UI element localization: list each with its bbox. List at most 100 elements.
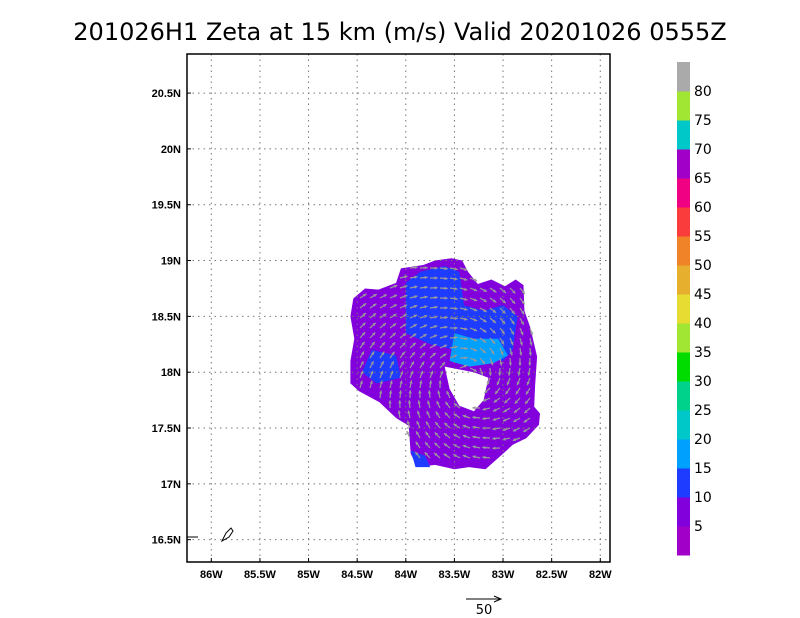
wind-vector [409, 351, 416, 359]
wind-vector [529, 327, 533, 336]
wind-vector [482, 416, 491, 421]
wind-vector [388, 390, 393, 399]
wind-speed-region [444, 366, 489, 412]
wind-vector [409, 380, 413, 389]
wind-vector [439, 361, 446, 369]
wind-vector [369, 322, 377, 329]
wind-vector [369, 293, 377, 299]
y-tick-label: 17N [161, 479, 181, 491]
y-tick-label: 19N [161, 256, 181, 268]
wind-vector [409, 342, 417, 349]
wind-vector [429, 286, 438, 290]
colorbar-label: 50 [694, 258, 712, 274]
wind-vector [435, 411, 441, 419]
wind-vector [498, 367, 502, 376]
colorbar-label: 15 [694, 461, 712, 477]
wind-vector [409, 275, 418, 279]
wind-vector [469, 367, 478, 373]
wind-vector [430, 276, 438, 280]
wind-vector [419, 380, 423, 389]
wind-vector [399, 351, 406, 359]
wind-vector [489, 337, 496, 345]
wind-vector [453, 413, 461, 419]
wind-vector [519, 317, 525, 326]
wind-vector [359, 322, 366, 329]
wind-vector [449, 354, 458, 359]
wind-vector [503, 397, 511, 404]
wind-vector [424, 441, 431, 449]
wind-vector [453, 423, 461, 429]
wind-vector [509, 347, 513, 356]
wind-vector [439, 316, 448, 320]
colorbar-label: 25 [694, 403, 712, 419]
wind-vector [409, 323, 418, 329]
wind-vector [489, 357, 494, 366]
wind-vector [379, 351, 385, 359]
wind-vector [408, 390, 412, 399]
wind-vector [502, 417, 511, 422]
x-tick-label: 82W [589, 569, 612, 581]
wind-vector [399, 275, 408, 279]
wind-vector [359, 331, 366, 339]
wind-speed-region [405, 266, 518, 361]
wind-vector [406, 420, 411, 429]
wind-vector [452, 453, 461, 459]
wind-vector [462, 444, 471, 449]
wind-vector [425, 431, 431, 439]
wind-vector [509, 297, 516, 305]
wind-vector [482, 446, 491, 450]
reference-vector: 50 [466, 595, 503, 618]
x-tick-label: 83W [492, 569, 515, 581]
colorbar-swatch [677, 468, 690, 498]
wind-vector [512, 417, 521, 423]
wind-vector [419, 266, 428, 270]
x-tick-label: 86W [200, 569, 223, 581]
wind-vector [409, 304, 418, 309]
wind-vector [462, 454, 471, 459]
wind-vector [359, 370, 364, 379]
x-tick-label: 84.5W [341, 569, 373, 581]
wind-vector [419, 342, 427, 349]
wind-vector [399, 313, 408, 319]
wind-vector [389, 341, 396, 349]
wind-vector [439, 335, 448, 339]
wind-vector [439, 306, 448, 310]
wind-vector [443, 432, 451, 439]
colorbar-label: 30 [694, 374, 712, 390]
wind-vector [462, 414, 471, 419]
wind-vector [489, 327, 496, 334]
wind-vector [479, 337, 487, 344]
reference-vector-label: 50 [476, 603, 493, 618]
wind-vector [418, 390, 422, 399]
wind-vector [519, 297, 526, 305]
x-tick-label: 82.5W [536, 569, 568, 581]
wind-vector [459, 337, 468, 341]
wind-vector [459, 346, 468, 350]
wind-vector [429, 370, 434, 379]
wind-vector [512, 427, 521, 432]
wind-vector [407, 400, 412, 409]
wind-vector [399, 342, 406, 349]
wind-vector [415, 431, 421, 439]
wind-vector [459, 267, 468, 271]
wind-vector [509, 307, 516, 315]
x-tick-label: 85.5W [244, 569, 276, 581]
wind-vector [492, 417, 501, 421]
wind-vector [359, 312, 367, 319]
wind-vector [389, 313, 397, 319]
wind-vector [399, 332, 407, 339]
colorbar-swatch [677, 236, 690, 266]
wind-vector [528, 347, 533, 356]
wind-vector [469, 357, 478, 362]
wind-vector [409, 333, 417, 339]
wind-vector [409, 265, 418, 270]
wind-vector [416, 420, 421, 429]
wind-vector [482, 397, 491, 402]
wind-vector [450, 326, 458, 330]
wind-vector [492, 407, 501, 412]
wind-vector [449, 345, 458, 349]
y-tick-label: 18.5N [152, 311, 181, 323]
wind-vector [444, 401, 451, 409]
wind-vector [419, 285, 428, 290]
wind-vector [469, 347, 478, 352]
